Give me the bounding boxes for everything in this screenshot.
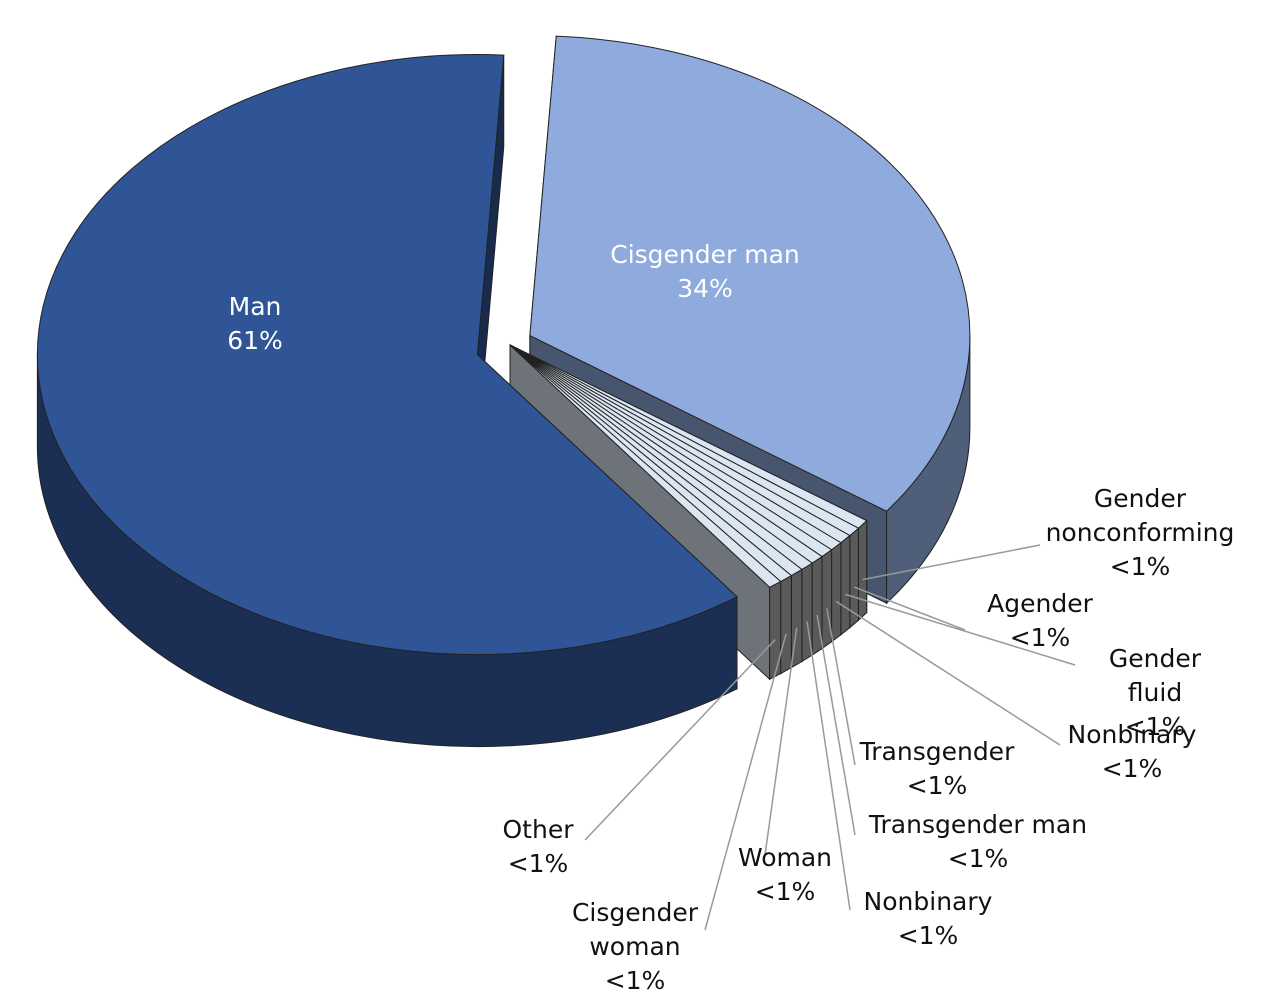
slice-label: Cisgender man 34% — [610, 238, 800, 306]
leader-line — [584, 639, 776, 841]
slice — [529, 35, 971, 512]
slice-value-label: <1% — [1101, 754, 1163, 783]
slice-label: Woman <1% — [738, 841, 832, 909]
leader-line — [764, 627, 798, 856]
slice-name: Man — [228, 292, 282, 321]
slice-side — [840, 534, 851, 636]
slice-name: Other — [502, 815, 574, 844]
slice-name: Nonbinary — [863, 887, 993, 916]
slice-label: Agender <1% — [987, 587, 1093, 655]
slice-name: Transgender man — [868, 810, 1088, 839]
slice-label: Transgender <1% — [860, 735, 1015, 803]
slice-label: Cisgender woman <1% — [555, 896, 715, 998]
slice-label: Nonbinary <1% — [864, 885, 993, 953]
slice-side — [769, 580, 782, 681]
leader-line — [704, 633, 787, 931]
slice-value-label: 34% — [677, 274, 733, 303]
slice-tops — [36, 35, 971, 656]
leader-line — [826, 608, 856, 766]
slice-value-label: <1% — [897, 921, 959, 950]
slice-name: Nonbinary — [1067, 720, 1197, 749]
slice — [509, 344, 782, 588]
leader-line — [862, 544, 1041, 581]
slice-name: Cisgender man — [610, 240, 800, 269]
slice-value-label: <1% — [1124, 712, 1186, 741]
slice-value-label: <1% — [906, 771, 968, 800]
slice-value-label: <1% — [604, 966, 666, 995]
slice-value-label: <1% — [947, 844, 1009, 873]
slice-side — [780, 574, 792, 675]
slice-name: Woman — [737, 843, 833, 872]
slice-side — [857, 519, 868, 622]
slice-label: Gender fluid <1% — [1100, 642, 1211, 744]
slice-label: Nonbinary <1% — [1068, 718, 1197, 786]
slice-name: Gender nonconforming — [1045, 484, 1235, 547]
slice-side — [831, 541, 842, 643]
slice-label: Man 61% — [227, 290, 283, 358]
slice-value-label: <1% — [507, 849, 569, 878]
slice-label: Other <1% — [503, 813, 574, 881]
leader-line — [806, 621, 851, 911]
slice-side — [811, 555, 823, 657]
slice-name: Cisgender woman — [571, 898, 699, 961]
slice-name: Gender fluid — [1108, 644, 1202, 707]
leader-line — [835, 600, 1061, 746]
slice-value-label: <1% — [754, 877, 816, 906]
slice-label: Gender nonconforming <1% — [1035, 482, 1245, 584]
slice-side — [821, 548, 833, 650]
leader-line — [845, 593, 1076, 666]
slice-name: Agender — [987, 589, 1093, 618]
leader-line — [853, 586, 966, 631]
slice-name: Transgender — [859, 737, 1015, 766]
slice — [36, 54, 738, 656]
slice-value-label: <1% — [1109, 552, 1171, 581]
leader-line — [816, 614, 856, 836]
leaders — [584, 544, 1076, 931]
slice-label: Transgender man <1% — [869, 808, 1087, 876]
slice-value-label: 61% — [227, 326, 283, 355]
slice-value-label: <1% — [1009, 623, 1071, 652]
